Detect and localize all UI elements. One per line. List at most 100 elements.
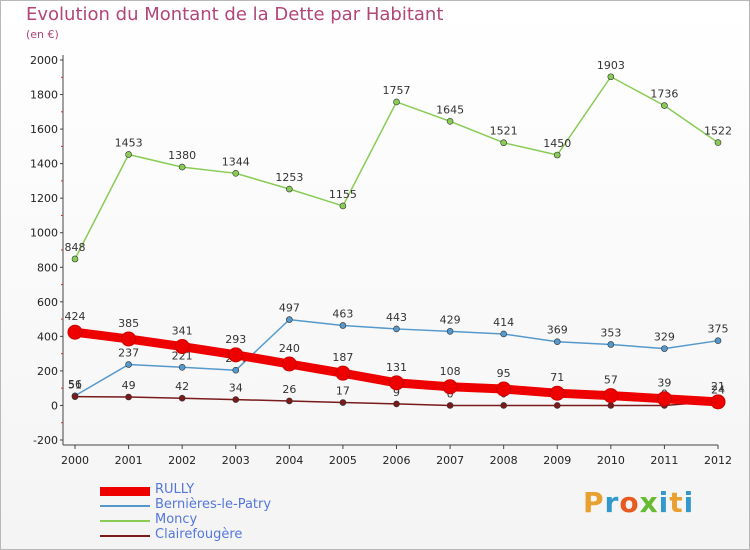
data-point (335, 365, 351, 381)
chart-subtitle: (en €) (26, 28, 59, 41)
legend-swatch (100, 520, 150, 522)
data-label: 329 (654, 331, 675, 344)
x-tick-label: 2000 (61, 454, 89, 467)
data-label: 56 (68, 378, 82, 391)
data-label: 1736 (650, 88, 678, 101)
x-tick-label: 2012 (704, 454, 732, 467)
logo-letter: o (619, 486, 640, 519)
data-point (125, 393, 132, 401)
data-point (603, 388, 619, 404)
legend-swatch (100, 535, 150, 537)
legend-label: Moncy (155, 512, 198, 527)
logo-letter: x (639, 486, 659, 519)
data-point (553, 151, 561, 159)
x-tick-label: 2005 (329, 454, 357, 467)
data-point (553, 402, 561, 409)
data-point (656, 391, 672, 407)
data-label: 341 (172, 325, 193, 338)
data-label: 1380 (168, 149, 196, 162)
chart-title: Evolution du Montant de la Dette par Hab… (26, 4, 444, 25)
data-point (714, 337, 722, 344)
data-label: 1521 (490, 125, 518, 138)
data-label: 1253 (275, 171, 303, 184)
logo-letter: r (604, 486, 620, 519)
x-tick-label: 2002 (168, 454, 196, 467)
y-tick-label: 800 (37, 261, 58, 274)
data-label: 1522 (704, 125, 732, 138)
data-label: 17 (336, 385, 350, 398)
data-label: 353 (600, 326, 621, 339)
data-point (500, 139, 507, 147)
data-point (714, 139, 722, 146)
data-point (393, 325, 400, 333)
data-label: 429 (440, 313, 461, 326)
y-tick-label: -200 (33, 434, 58, 447)
data-point (500, 402, 507, 409)
data-label: 131 (386, 361, 407, 374)
data-point (178, 394, 186, 402)
data-label: 21 (711, 380, 725, 393)
x-tick-label: 2009 (543, 454, 571, 467)
data-point (125, 361, 132, 368)
data-point (339, 202, 347, 210)
data-label: 1453 (115, 136, 143, 149)
data-point (661, 345, 668, 352)
data-point (607, 73, 615, 81)
data-label: 42 (175, 380, 189, 393)
y-tick-label: 0 (51, 399, 58, 412)
data-label: 49 (122, 379, 136, 392)
data-label: 848 (65, 241, 86, 254)
data-label: 237 (118, 347, 139, 360)
y-tick-label: 1200 (30, 192, 58, 205)
data-label: 240 (279, 342, 300, 355)
legend-swatch (100, 505, 150, 507)
x-tick-label: 2006 (383, 454, 411, 467)
logo-letter: i (683, 486, 695, 519)
y-tick-label: 1000 (30, 227, 58, 240)
data-point (442, 379, 458, 395)
y-tick-label: 200 (37, 365, 58, 378)
data-label: 1757 (383, 84, 411, 97)
data-point (67, 324, 83, 340)
x-tick-label: 2010 (597, 454, 625, 467)
data-point (286, 185, 293, 193)
data-point (393, 98, 400, 106)
data-label: 369 (547, 324, 568, 337)
data-label: 39 (657, 377, 671, 390)
data-label: 1155 (329, 188, 357, 201)
y-tick-label: 600 (37, 296, 58, 309)
data-point (174, 339, 190, 355)
x-tick-label: 2001 (115, 454, 143, 467)
y-tick-label: 2000 (30, 54, 58, 67)
data-point (710, 394, 726, 410)
data-label: 463 (332, 307, 353, 320)
data-point (549, 385, 565, 401)
data-label: 34 (229, 382, 243, 395)
data-label: 443 (386, 311, 407, 324)
data-label: 9 (393, 386, 400, 399)
data-label: 414 (493, 316, 514, 329)
data-label: 51 (68, 379, 82, 392)
logo-letter: P (583, 486, 605, 519)
data-point (339, 399, 347, 406)
x-tick-label: 2003 (222, 454, 250, 467)
y-tick-label: 1400 (30, 158, 58, 171)
data-label: 108 (440, 365, 461, 378)
data-label: 71 (550, 371, 564, 384)
data-label: 385 (118, 317, 139, 330)
data-label: 497 (279, 302, 300, 315)
x-tick-label: 2011 (650, 454, 678, 467)
data-label: 424 (65, 310, 86, 323)
x-tick-label: 2007 (436, 454, 464, 467)
data-label: 26 (282, 383, 296, 396)
data-point (178, 163, 186, 171)
data-point (496, 381, 512, 397)
data-label: 95 (497, 367, 511, 380)
data-point (607, 341, 615, 348)
data-point (286, 316, 293, 323)
data-label: 1450 (543, 137, 571, 150)
logo-letter: i (658, 486, 670, 519)
data-point (607, 402, 615, 409)
